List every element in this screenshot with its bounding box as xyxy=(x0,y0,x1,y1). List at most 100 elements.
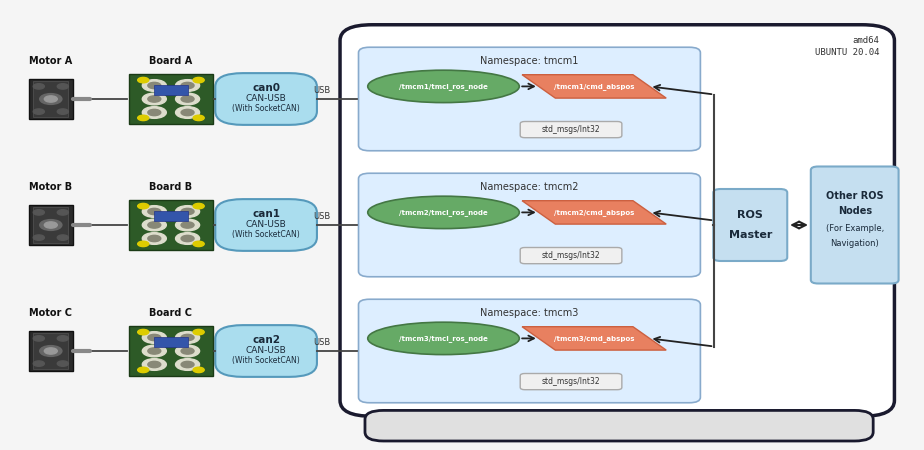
Polygon shape xyxy=(522,75,666,98)
Text: amd64
UBUNTU 20.04: amd64 UBUNTU 20.04 xyxy=(815,36,880,57)
FancyBboxPatch shape xyxy=(29,331,73,371)
Text: Namespace: tmcm3: Namespace: tmcm3 xyxy=(480,308,578,318)
Circle shape xyxy=(40,94,62,104)
Text: Master: Master xyxy=(729,230,772,240)
Circle shape xyxy=(181,334,194,341)
Ellipse shape xyxy=(368,322,519,355)
Text: std_msgs/Int32: std_msgs/Int32 xyxy=(541,125,601,134)
Polygon shape xyxy=(522,201,666,224)
FancyBboxPatch shape xyxy=(33,333,68,369)
FancyBboxPatch shape xyxy=(215,73,317,125)
Circle shape xyxy=(142,233,166,244)
Circle shape xyxy=(148,109,161,116)
Text: /tmcm2/cmd_abspos: /tmcm2/cmd_abspos xyxy=(554,209,634,216)
Circle shape xyxy=(44,96,57,102)
FancyBboxPatch shape xyxy=(340,25,894,416)
Circle shape xyxy=(176,107,200,118)
Circle shape xyxy=(181,235,194,242)
Text: /tmcm3/tmcl_ros_node: /tmcm3/tmcl_ros_node xyxy=(399,335,488,342)
FancyBboxPatch shape xyxy=(129,74,213,124)
Circle shape xyxy=(193,203,204,209)
Circle shape xyxy=(148,82,161,89)
Text: CAN-USB: CAN-USB xyxy=(246,94,286,103)
Circle shape xyxy=(138,115,149,121)
FancyBboxPatch shape xyxy=(154,85,188,94)
Circle shape xyxy=(148,222,161,228)
Circle shape xyxy=(138,329,149,335)
Text: /tmcm1/tmcl_ros_node: /tmcm1/tmcl_ros_node xyxy=(399,83,488,90)
Circle shape xyxy=(57,235,68,240)
FancyBboxPatch shape xyxy=(359,299,700,403)
FancyBboxPatch shape xyxy=(713,189,787,261)
Circle shape xyxy=(148,348,161,354)
Circle shape xyxy=(33,210,44,215)
Circle shape xyxy=(181,109,194,116)
Text: Nodes: Nodes xyxy=(838,207,871,216)
Text: (For Example,: (For Example, xyxy=(825,224,884,233)
Text: USB: USB xyxy=(313,212,330,221)
Text: Other ROS: Other ROS xyxy=(826,191,883,201)
Circle shape xyxy=(148,96,161,102)
Circle shape xyxy=(181,222,194,228)
FancyBboxPatch shape xyxy=(154,337,188,347)
Text: CAN-USB: CAN-USB xyxy=(246,220,286,229)
Circle shape xyxy=(57,210,68,215)
Circle shape xyxy=(33,109,44,114)
Circle shape xyxy=(176,332,200,343)
Circle shape xyxy=(176,206,200,217)
FancyBboxPatch shape xyxy=(129,326,213,376)
Text: Motor C: Motor C xyxy=(30,308,72,318)
Circle shape xyxy=(176,233,200,244)
Text: USB: USB xyxy=(313,338,330,347)
Circle shape xyxy=(138,241,149,247)
Text: Board B: Board B xyxy=(150,182,192,192)
Text: Board C: Board C xyxy=(150,308,192,318)
Circle shape xyxy=(138,203,149,209)
FancyBboxPatch shape xyxy=(365,410,873,441)
Text: CAN-USB: CAN-USB xyxy=(246,346,286,355)
Text: Board A: Board A xyxy=(150,56,192,66)
Circle shape xyxy=(193,241,204,247)
Circle shape xyxy=(176,345,200,357)
Text: ROS: ROS xyxy=(737,210,763,220)
FancyBboxPatch shape xyxy=(29,79,73,119)
Text: /tmcm3/cmd_abspos: /tmcm3/cmd_abspos xyxy=(553,335,635,342)
Text: (With SocketCAN): (With SocketCAN) xyxy=(232,356,300,365)
Ellipse shape xyxy=(368,70,519,103)
Circle shape xyxy=(40,220,62,230)
Circle shape xyxy=(176,93,200,105)
Circle shape xyxy=(57,336,68,341)
Circle shape xyxy=(142,206,166,217)
Polygon shape xyxy=(522,327,666,350)
Circle shape xyxy=(33,84,44,89)
Ellipse shape xyxy=(368,196,519,229)
Circle shape xyxy=(142,219,166,231)
Circle shape xyxy=(148,235,161,242)
FancyBboxPatch shape xyxy=(154,211,188,220)
Circle shape xyxy=(142,359,166,370)
FancyBboxPatch shape xyxy=(520,122,622,138)
Circle shape xyxy=(57,84,68,89)
Text: Namespace: tmcm1: Namespace: tmcm1 xyxy=(480,56,578,66)
Circle shape xyxy=(193,77,204,83)
Circle shape xyxy=(181,361,194,368)
Circle shape xyxy=(33,361,44,366)
FancyBboxPatch shape xyxy=(215,325,317,377)
Text: std_msgs/Int32: std_msgs/Int32 xyxy=(541,377,601,386)
Circle shape xyxy=(142,332,166,343)
Circle shape xyxy=(193,329,204,335)
Text: Motor B: Motor B xyxy=(30,182,72,192)
Circle shape xyxy=(40,346,62,356)
Text: can1: can1 xyxy=(252,209,280,219)
Text: can0: can0 xyxy=(252,83,280,93)
FancyBboxPatch shape xyxy=(33,81,68,117)
Circle shape xyxy=(148,361,161,368)
FancyBboxPatch shape xyxy=(520,374,622,390)
Circle shape xyxy=(138,77,149,83)
Circle shape xyxy=(193,115,204,121)
Circle shape xyxy=(44,348,57,354)
Circle shape xyxy=(176,359,200,370)
Circle shape xyxy=(181,348,194,354)
Circle shape xyxy=(142,80,166,91)
Circle shape xyxy=(176,80,200,91)
